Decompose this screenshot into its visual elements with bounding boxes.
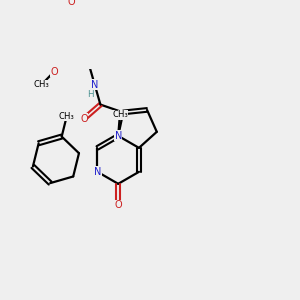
- Text: N: N: [94, 167, 101, 177]
- Text: N: N: [91, 80, 98, 90]
- Text: H: H: [87, 90, 94, 99]
- Text: CH₃: CH₃: [112, 110, 128, 119]
- Text: O: O: [114, 200, 122, 210]
- Text: O: O: [50, 67, 58, 77]
- Text: O: O: [80, 114, 88, 124]
- Text: CH₃: CH₃: [33, 80, 49, 89]
- Text: O: O: [67, 0, 75, 8]
- Text: N: N: [115, 131, 122, 141]
- Text: CH₃: CH₃: [59, 112, 75, 121]
